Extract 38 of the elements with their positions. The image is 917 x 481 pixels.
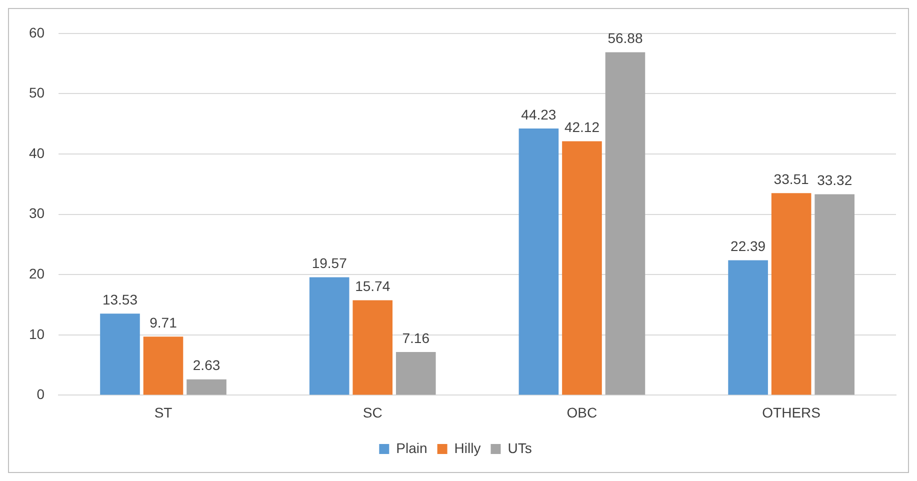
bar bbox=[814, 194, 854, 395]
data-label: 44.23 bbox=[521, 106, 556, 122]
data-label: 7.16 bbox=[402, 330, 430, 346]
data-label: 9.71 bbox=[150, 314, 178, 331]
legend-label: Plain bbox=[396, 440, 428, 456]
x-tick-label: SC bbox=[362, 404, 382, 420]
bar bbox=[518, 128, 559, 395]
bar bbox=[562, 141, 602, 395]
bar bbox=[728, 260, 768, 395]
data-label: 13.53 bbox=[102, 291, 138, 308]
bar bbox=[352, 300, 393, 395]
legend-label: Hilly bbox=[454, 440, 481, 456]
y-tick-label: 60 bbox=[28, 24, 45, 40]
data-label: 33.32 bbox=[817, 172, 852, 188]
data-label: 15.74 bbox=[355, 278, 390, 294]
bar bbox=[309, 277, 350, 395]
x-tick-label: OBC bbox=[566, 404, 598, 420]
data-label: 42.12 bbox=[564, 119, 600, 136]
data-label: 19.57 bbox=[312, 255, 348, 272]
bar bbox=[605, 52, 646, 395]
y-tick-label: 20 bbox=[28, 265, 45, 282]
legend-label: UTs bbox=[508, 440, 532, 456]
data-label: 2.63 bbox=[192, 357, 220, 374]
bar bbox=[143, 336, 184, 395]
bar bbox=[186, 379, 226, 395]
y-tick-label: 30 bbox=[28, 205, 45, 222]
data-label: 56.88 bbox=[608, 30, 643, 46]
y-tick-label: 50 bbox=[28, 84, 45, 101]
y-tick-label: 0 bbox=[36, 386, 45, 402]
bar bbox=[396, 352, 436, 395]
bar bbox=[771, 193, 812, 395]
y-tick-label: 40 bbox=[28, 144, 45, 161]
bar bbox=[100, 314, 140, 395]
data-label: 33.51 bbox=[774, 170, 810, 187]
x-tick-label: ST bbox=[154, 404, 173, 420]
data-label: 22.39 bbox=[730, 238, 766, 254]
y-tick-label: 10 bbox=[28, 326, 45, 342]
x-tick-label: OTHERS bbox=[762, 404, 820, 420]
